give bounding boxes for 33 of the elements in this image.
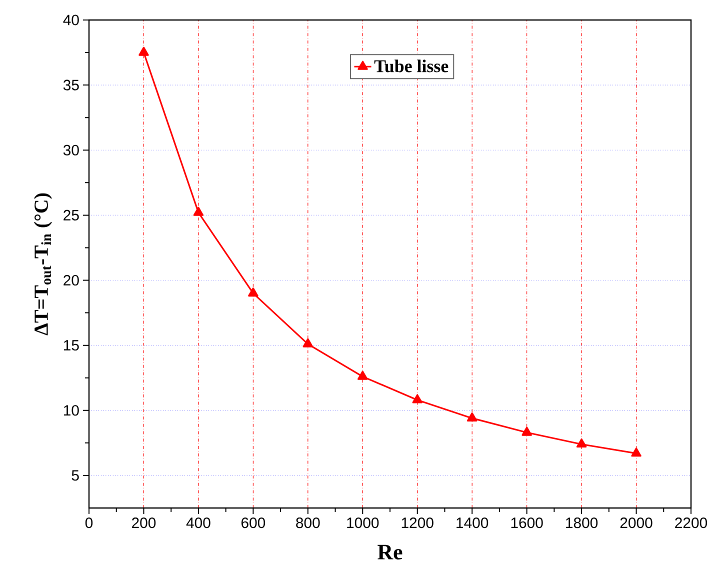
x-tick-label: 400 — [186, 518, 210, 528]
x-tick-label: 1400 — [456, 518, 488, 528]
y-tick-label: 40 — [63, 14, 79, 26]
y-tick-label: 10 — [64, 405, 79, 416]
x-tick-label: 2000 — [620, 518, 652, 528]
point — [138, 46, 149, 56]
y-tick-label: 35 — [63, 80, 79, 90]
x-tick-label: 1800 — [566, 518, 598, 528]
point — [576, 438, 587, 448]
x-tick-label: 2200 — [675, 518, 708, 528]
y-tick-label: 25 — [64, 210, 79, 220]
point — [358, 370, 368, 380]
point — [412, 394, 422, 404]
x-tick-label: 1000 — [347, 518, 379, 528]
point — [466, 412, 478, 422]
legend-label: Tube lisse — [374, 60, 448, 72]
y-axis-title: ΔT=T$_{out}$-T$_{in}$ (°C) — [34, 193, 52, 336]
y-tick-label: 15 — [64, 340, 79, 351]
x-tick-label: 0 — [85, 518, 93, 528]
x-tick-label: 200 — [132, 518, 156, 528]
y-tick-label: 20 — [64, 274, 79, 286]
point — [193, 206, 204, 216]
x-tick-label: 1600 — [511, 518, 543, 528]
x-tick-label: 600 — [241, 518, 266, 528]
y-tick-label: 5 — [72, 470, 79, 481]
point — [522, 426, 532, 436]
x-tick-label: 1200 — [402, 518, 434, 528]
y-tick-label: 30 — [63, 144, 79, 156]
x-axis-title: Re — [378, 544, 402, 560]
point — [631, 448, 642, 457]
point — [248, 287, 258, 297]
x-tick-label: 800 — [296, 518, 320, 528]
point — [302, 338, 314, 348]
